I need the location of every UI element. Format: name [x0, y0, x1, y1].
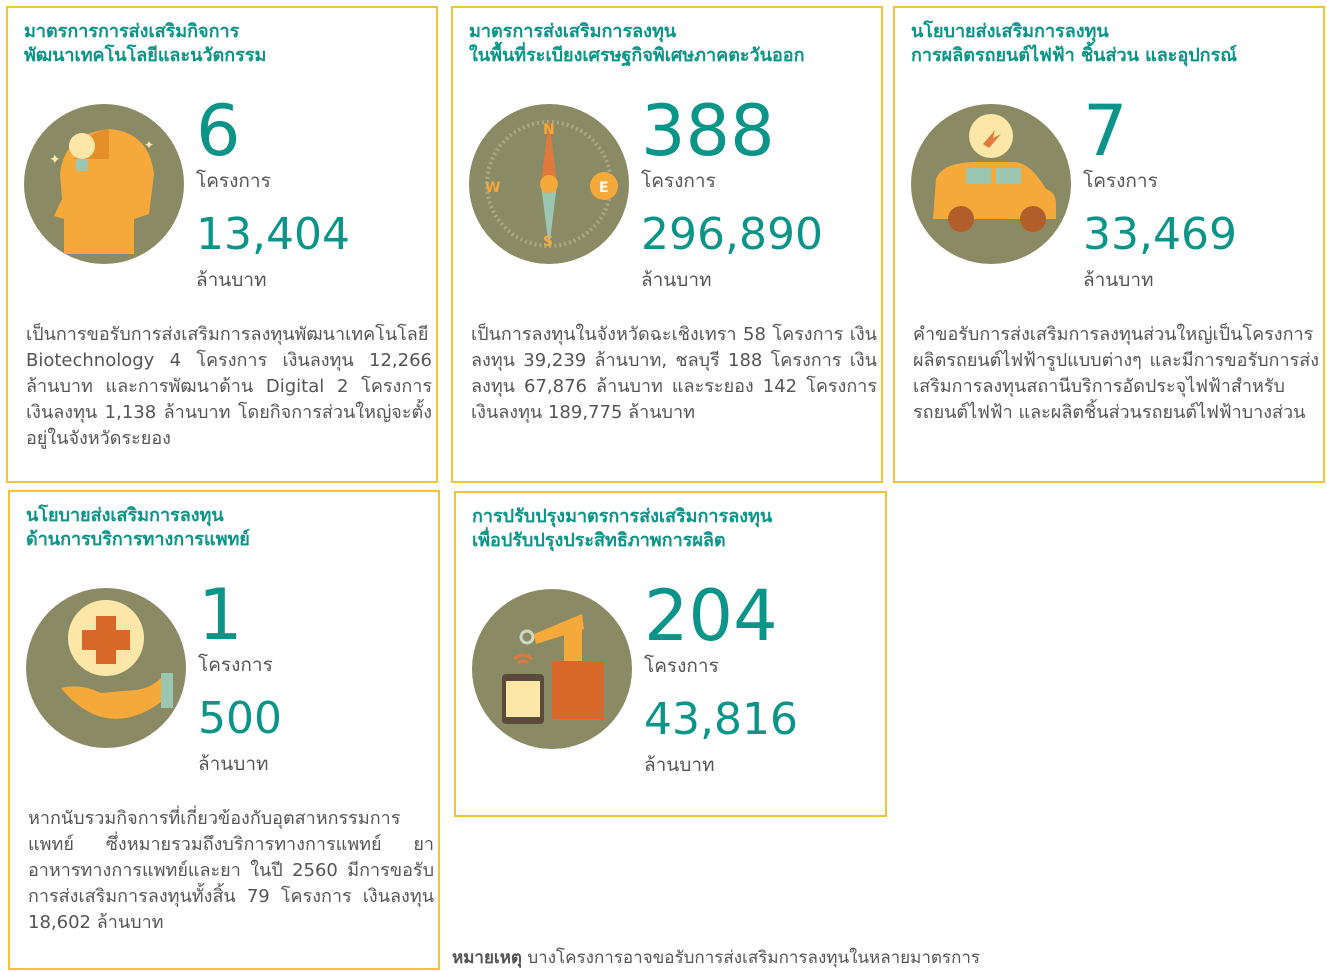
card-icon: [911, 104, 1071, 264]
card-description: หากนับรวมกิจการที่เกี่ยวข้องกับอุตสาหกรร…: [28, 806, 434, 936]
amount-unit: ล้านบาท: [196, 265, 267, 295]
amount-unit: ล้านบาท: [1083, 265, 1154, 295]
svg-text:E: E: [599, 180, 609, 196]
card-description: คำขอรับการส่งเสริมการลงทุนส่วนใหญ่เป็นโค…: [913, 322, 1319, 426]
title-line: มาตรการการส่งเสริมกิจการ: [24, 20, 266, 44]
count-unit: โครงการ: [641, 166, 716, 196]
card: การปรับปรุงมาตรการส่งเสริมการลงทุนเพื่อป…: [454, 491, 887, 817]
count-unit: โครงการ: [1083, 166, 1158, 196]
card-title: การปรับปรุงมาตรการส่งเสริมการลงทุนเพื่อป…: [472, 505, 772, 553]
card: นโยบายส่งเสริมการลงทุนด้านการบริการทางกา…: [8, 490, 440, 970]
investment-amount: 296,890: [641, 213, 823, 257]
investment-amount: 43,816: [644, 698, 798, 742]
project-count: 1: [198, 580, 243, 650]
title-line: การปรับปรุงมาตรการส่งเสริมการลงทุน: [472, 505, 772, 529]
footnote-label: หมายเหตุ: [452, 948, 522, 968]
project-count: 6: [196, 96, 241, 166]
card-description: เป็นการขอรับการส่งเสริมการลงทุนพัฒนาเทคโ…: [26, 322, 432, 452]
title-line: เพื่อปรับปรุงประสิทธิภาพการผลิต: [472, 529, 772, 553]
card-title: นโยบายส่งเสริมการลงทุนการผลิตรถยนต์ไฟฟ้า…: [911, 20, 1237, 68]
card-title: มาตรการการส่งเสริมกิจการพัฒนาเทคโนโลยีแล…: [24, 20, 266, 68]
svg-text:W: W: [485, 180, 500, 196]
project-count: 388: [641, 96, 775, 166]
svg-text:N: N: [543, 122, 555, 138]
card-icon: [472, 589, 632, 749]
amount-unit: ล้านบาท: [644, 750, 715, 780]
footnote-text: บางโครงการอาจขอรับการส่งเสริมการลงทุนในห…: [527, 948, 980, 968]
title-line: ในพื้นที่ระเบียงเศรษฐกิจพิเศษภาคตะวันออก: [469, 44, 804, 68]
footnote: หมายเหตุ บางโครงการอาจขอรับการส่งเสริมกา…: [452, 944, 980, 971]
count-unit: โครงการ: [198, 650, 273, 680]
card-title: มาตรการส่งเสริมการลงทุนในพื้นที่ระเบียงเ…: [469, 20, 804, 68]
investment-amount: 33,469: [1083, 213, 1237, 257]
card: นโยบายส่งเสริมการลงทุนการผลิตรถยนต์ไฟฟ้า…: [893, 6, 1325, 483]
project-count: 7: [1083, 96, 1128, 166]
title-line: การผลิตรถยนต์ไฟฟ้า ชิ้นส่วน และอุปกรณ์: [911, 44, 1237, 68]
svg-text:✦: ✦: [144, 138, 154, 152]
svg-text:✦: ✦: [49, 152, 61, 168]
title-line: ด้านการบริการทางการแพทย์: [26, 528, 250, 552]
card-icon: E N S W: [469, 104, 629, 264]
page: มาตรการการส่งเสริมกิจการพัฒนาเทคโนโลยีแล…: [0, 0, 1327, 964]
count-unit: โครงการ: [644, 651, 719, 681]
count-unit: โครงการ: [196, 166, 271, 196]
card-description: เป็นการลงทุนในจังหวัดฉะเชิงเทรา 58 โครงก…: [471, 322, 877, 426]
title-line: นโยบายส่งเสริมการลงทุน: [26, 504, 250, 528]
investment-amount: 500: [198, 697, 282, 741]
title-line: มาตรการส่งเสริมการลงทุน: [469, 20, 804, 44]
title-line: นโยบายส่งเสริมการลงทุน: [911, 20, 1237, 44]
card: มาตรการการส่งเสริมกิจการพัฒนาเทคโนโลยีแล…: [6, 6, 438, 483]
investment-amount: 13,404: [196, 213, 350, 257]
amount-unit: ล้านบาท: [641, 265, 712, 295]
amount-unit: ล้านบาท: [198, 749, 269, 779]
svg-text:S: S: [543, 234, 553, 250]
card-icon: [26, 588, 186, 748]
card-icon: ✦✦: [24, 104, 184, 264]
project-count: 204: [644, 581, 778, 651]
card-title: นโยบายส่งเสริมการลงทุนด้านการบริการทางกา…: [26, 504, 250, 552]
title-line: พัฒนาเทคโนโลยีและนวัตกรรม: [24, 44, 266, 68]
card: มาตรการส่งเสริมการลงทุนในพื้นที่ระเบียงเ…: [451, 6, 883, 483]
